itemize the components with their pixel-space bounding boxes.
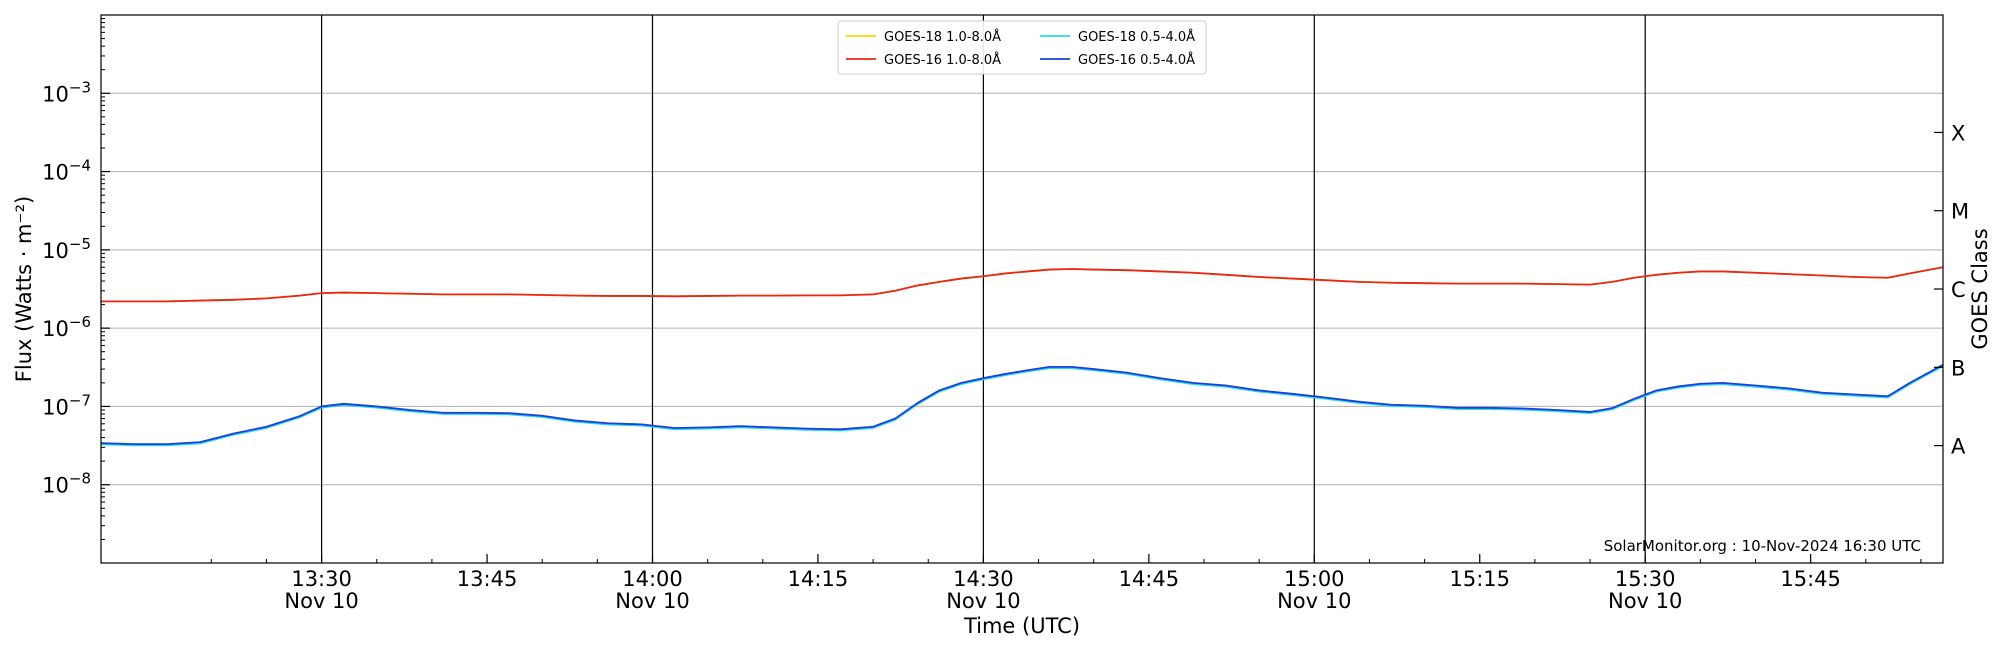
y-tick-label-4: 10−4 (42, 157, 91, 185)
x-axis-title: Time (UTC) (963, 614, 1080, 638)
legend-box (837, 20, 1207, 75)
class-label-a: A (1951, 435, 1966, 459)
class-label-c: C (1951, 278, 1966, 302)
x-tick-label-2: 14:00 (622, 567, 683, 591)
right-axis-title: GOES Class (1968, 228, 1992, 349)
x-tick-label-9: 15:45 (1780, 567, 1841, 591)
plot-background (101, 15, 1943, 563)
series-line-1 (101, 266, 1944, 303)
x-tick-date-0: Nov 10 (284, 589, 358, 613)
credit-text: SolarMonitor.org : 10-Nov-2024 16:30 UTC (1604, 537, 1921, 555)
class-label-x: X (1951, 121, 1965, 145)
x-tick-label-7: 15:15 (1449, 567, 1510, 591)
x-tick-label-4: 14:30 (953, 567, 1014, 591)
series-line-3 (100, 364, 1944, 446)
class-label-b: B (1951, 356, 1965, 380)
axis-ticks (100, 18, 1943, 563)
y-axis-title: Flux (Watts · m⁻²) (12, 196, 36, 382)
series-line-2 (100, 365, 1944, 447)
x-tick-date-2: Nov 10 (615, 589, 689, 613)
data-series (100, 266, 1944, 447)
legend-label-2: GOES-18 0.5-4.0Å (1078, 29, 1195, 45)
legend-label-1: GOES-16 1.0-8.0Å (884, 52, 1001, 68)
y-tick-label-2: 10−6 (42, 313, 91, 341)
legend: GOES-18 1.0-8.0Å GOES-16 1.0-8.0Å GOES-18 … (837, 20, 1207, 75)
class-label-m: M (1951, 200, 1969, 224)
x-tick-label-6: 15:00 (1284, 567, 1345, 591)
y-tick-label-0: 10−8 (42, 470, 91, 498)
x-tick-date-8: Nov 10 (1608, 589, 1682, 613)
x-tick-label-1: 13:45 (457, 567, 518, 591)
x-tick-label-5: 14:45 (1119, 567, 1180, 591)
x-tick-label-8: 15:30 (1615, 567, 1676, 591)
x-tick-date-6: Nov 10 (1277, 589, 1351, 613)
y-tick-label-1: 10−7 (42, 391, 91, 419)
legend-label-0: GOES-18 1.0-8.0Å (884, 29, 1001, 45)
grid-lines (101, 15, 1943, 563)
x-tick-label-3: 14:15 (788, 567, 849, 591)
y-tick-label-5: 10−3 (42, 78, 91, 106)
legend-label-3: GOES-16 0.5-4.0Å (1078, 52, 1195, 68)
y-tick-label-3: 10−5 (42, 235, 91, 263)
x-tick-label-0: 13:30 (291, 567, 352, 591)
x-tick-date-4: Nov 10 (946, 589, 1020, 613)
